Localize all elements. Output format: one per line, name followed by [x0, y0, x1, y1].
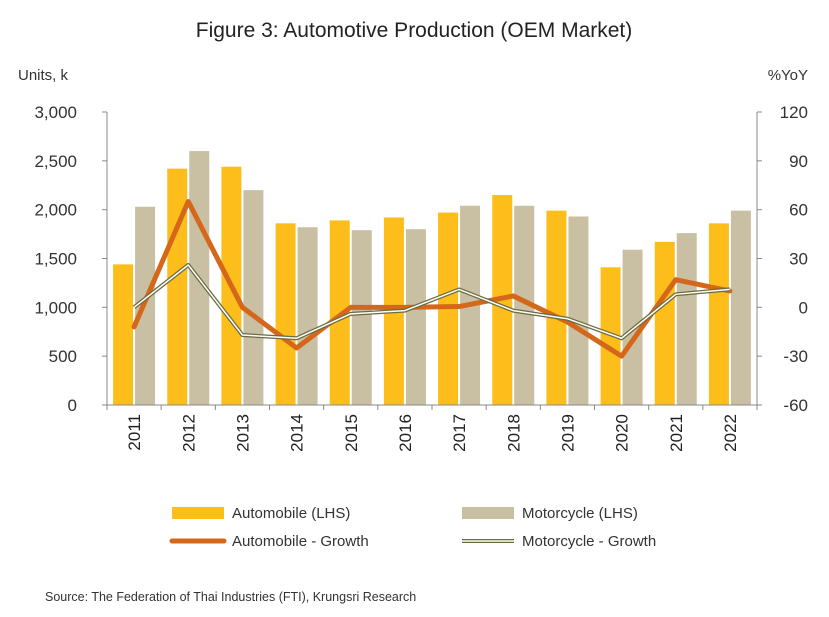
legend-swatch-automobile-lhs	[172, 507, 224, 519]
right-tick-label-0: 0	[799, 298, 808, 317]
left-tick-label-2,500: 2,500	[34, 152, 77, 171]
bar-layer	[113, 151, 751, 405]
motorcycle-bar-2014	[297, 227, 318, 405]
motorcycle-bar-2019	[568, 216, 589, 405]
right-tick-label-120: 120	[780, 103, 808, 122]
right-tick-label--30: -30	[783, 347, 808, 366]
x-tick-label-2020: 2020	[613, 414, 632, 452]
legend-label-automobile-growth: Automobile - Growth	[232, 533, 369, 550]
motorcycle-bar-2013	[243, 190, 264, 405]
x-tick-label-2016: 2016	[396, 414, 415, 452]
x-tick-label-2017: 2017	[450, 414, 469, 452]
automobile-bar-2012	[167, 168, 188, 405]
left-tick-label-1,000: 1,000	[34, 298, 77, 317]
motorcycle-bar-2015	[351, 230, 372, 405]
right-tick-label--60: -60	[783, 396, 808, 415]
right-tick-label-60: 60	[789, 201, 808, 220]
x-tick-label-2012: 2012	[179, 414, 198, 452]
legend: Automobile (LHS) Motorcycle (LHS) Automobi…	[169, 505, 656, 550]
right-tick-label-30: 30	[789, 250, 808, 269]
left-tick-label-1,500: 1,500	[34, 250, 77, 269]
automobile-growth-line	[131, 199, 733, 359]
motorcycle-bar-2022	[730, 210, 751, 405]
right-tick-label-90: 90	[789, 152, 808, 171]
x-tick-label-2013: 2013	[233, 414, 252, 452]
motorcycle-bar-2016	[405, 229, 426, 405]
line-layer	[131, 199, 733, 359]
x-tick-label-2015: 2015	[342, 414, 361, 452]
x-tick-label-2019: 2019	[558, 414, 577, 452]
left-tick-label-500: 500	[49, 347, 77, 366]
left-tick-label-2,000: 2,000	[34, 201, 77, 220]
motorcycle-growth-line-inner	[133, 264, 730, 340]
motorcycle-bar-2021	[676, 233, 697, 405]
legend-swatch-motorcycle-lhs	[462, 507, 514, 519]
axes-layer: 0 500 1,000 1,500 2,000 2,500 3,000 -60 -30 0 30 60…	[34, 103, 808, 452]
x-tick-label-2021: 2021	[667, 414, 686, 452]
chart-title: Figure 3: Automotive Production (OEM Mar…	[196, 19, 633, 42]
left-axis-unit: Units, k	[18, 67, 69, 84]
automobile-bar-2011	[113, 264, 134, 405]
source-note: Source: The Federation of Thai Industrie…	[45, 590, 416, 604]
x-tick-label-2014: 2014	[288, 414, 307, 452]
automobile-bar-2014	[275, 223, 296, 405]
left-tick-label-3,000: 3,000	[34, 103, 77, 122]
x-tick-label-2011: 2011	[125, 414, 144, 451]
legend-label-motorcycle-lhs: Motorcycle (LHS)	[522, 505, 638, 522]
legend-label-motorcycle-growth: Motorcycle - Growth	[522, 533, 656, 550]
automobile-bar-2022	[708, 223, 729, 405]
automobile-bar-2019	[546, 210, 567, 405]
x-tick-label-2022: 2022	[721, 414, 740, 452]
x-tick-label-2018: 2018	[504, 414, 523, 452]
right-axis-unit: %YoY	[768, 67, 808, 84]
motorcycle-bar-2018	[514, 205, 535, 405]
automobile-bar-2021	[654, 241, 675, 405]
left-tick-label-0: 0	[68, 396, 77, 415]
legend-label-automobile-lhs: Automobile (LHS)	[232, 505, 350, 522]
